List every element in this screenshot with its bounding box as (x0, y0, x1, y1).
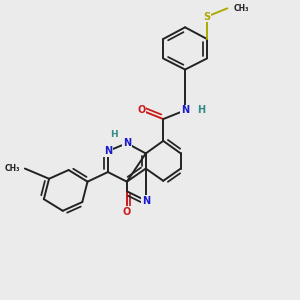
Text: N: N (104, 146, 112, 156)
Text: N: N (123, 138, 131, 148)
Text: CH₃: CH₃ (5, 164, 20, 173)
Text: H: H (110, 130, 118, 139)
Text: N: N (142, 196, 150, 206)
Text: H: H (197, 105, 206, 115)
Text: S: S (203, 11, 211, 22)
Text: N: N (181, 105, 189, 115)
Text: O: O (123, 207, 131, 217)
Text: CH₃: CH₃ (233, 4, 249, 13)
Text: O: O (137, 105, 146, 115)
